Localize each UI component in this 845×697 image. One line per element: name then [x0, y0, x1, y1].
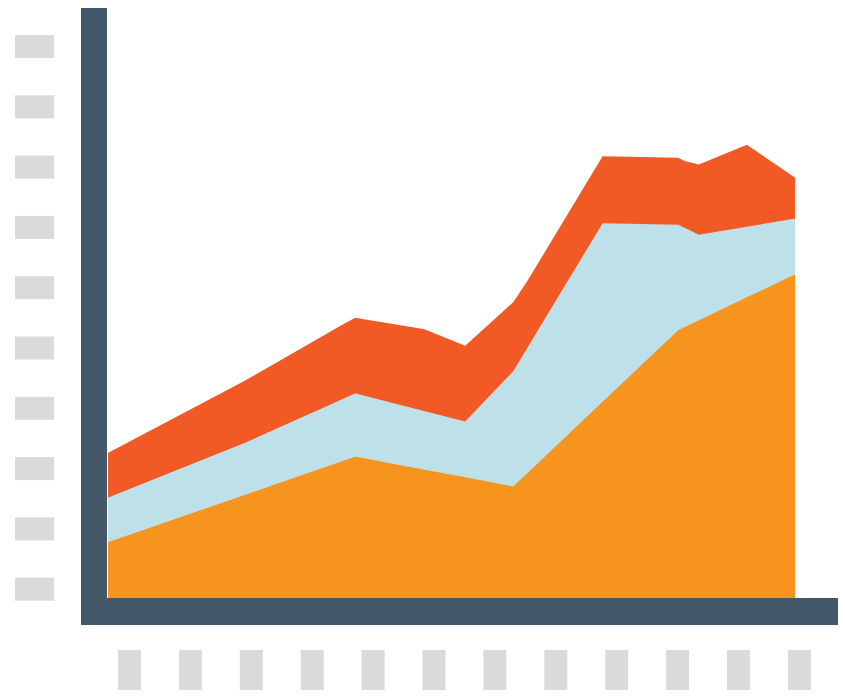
y-tick-label-placeholder: [15, 577, 54, 601]
series-area-1: [108, 274, 795, 598]
y-tick-label-placeholder: [15, 95, 54, 119]
x-tick-label-placeholder: [361, 650, 385, 690]
y-tick-label-placeholder: [15, 336, 54, 360]
x-tick-label-placeholder: [544, 650, 568, 690]
y-tick-label-placeholder: [15, 215, 54, 239]
x-tick-label-placeholder: [483, 650, 507, 690]
x-tick-label-placeholder: [178, 650, 202, 690]
y-tick-label-placeholder: [15, 276, 54, 300]
x-tick-label-placeholder: [605, 650, 629, 690]
x-tick-label-placeholder: [787, 650, 811, 690]
series-areas: [108, 144, 795, 599]
x-axis-tick-labels: [118, 650, 811, 690]
y-axis: [81, 8, 107, 625]
y-tick-label-placeholder: [15, 396, 54, 420]
x-tick-label-placeholder: [666, 650, 690, 690]
y-tick-label-placeholder: [15, 155, 54, 179]
y-tick-label-placeholder: [15, 457, 54, 481]
y-tick-label-placeholder: [15, 35, 54, 58]
x-axis: [81, 598, 838, 625]
y-axis-tick-labels: [15, 35, 54, 601]
x-tick-label-placeholder: [422, 650, 446, 690]
x-tick-label-placeholder: [239, 650, 263, 690]
x-tick-label-placeholder: [118, 650, 141, 690]
x-tick-label-placeholder: [300, 650, 324, 690]
y-tick-label-placeholder: [15, 517, 54, 541]
x-tick-label-placeholder: [727, 650, 750, 690]
